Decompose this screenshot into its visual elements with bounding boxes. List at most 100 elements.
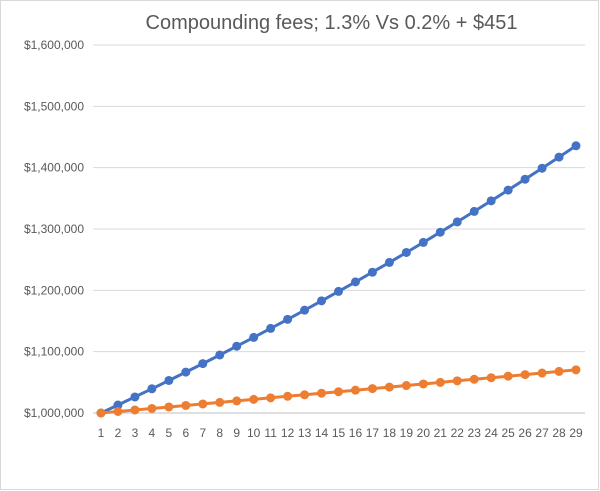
data-point <box>418 379 428 389</box>
y-tick-label: $1,300,000 <box>24 222 84 236</box>
x-tick-label: 21 <box>434 426 448 440</box>
x-tick-label: 10 <box>247 426 261 440</box>
data-point <box>130 405 140 415</box>
data-point <box>198 399 208 409</box>
data-point <box>317 388 327 398</box>
data-point <box>334 387 343 397</box>
data-point <box>367 267 377 277</box>
y-tick-label: $1,200,000 <box>24 283 84 297</box>
x-tick-label: 20 <box>417 426 431 440</box>
data-point <box>96 408 106 418</box>
chart-title: Compounding fees; 1.3% Vs 0.2% + $451 <box>145 12 518 34</box>
data-point <box>384 257 394 267</box>
x-tick-label: 27 <box>535 426 549 440</box>
data-point <box>147 403 157 413</box>
data-point <box>520 370 530 380</box>
data-point <box>367 384 377 394</box>
y-axis-tick-labels: $1,000,000 $1,100,000 $1,200,000 $1,300,000… <box>24 38 84 420</box>
data-point <box>503 371 513 381</box>
x-tick-label: 8 <box>216 426 223 440</box>
data-point <box>164 402 174 412</box>
data-point <box>350 385 360 395</box>
data-point <box>435 377 445 387</box>
data-point <box>113 400 123 410</box>
x-tick-label: 4 <box>149 426 156 440</box>
data-point <box>232 396 242 406</box>
series-line <box>100 144 577 415</box>
data-point <box>198 359 208 369</box>
data-point <box>537 163 547 173</box>
x-tick-label: 12 <box>281 426 295 440</box>
x-tick-label: 6 <box>182 426 189 440</box>
x-tick-label: 13 <box>298 426 312 440</box>
data-point <box>215 397 225 407</box>
data-point <box>537 368 547 378</box>
x-tick-label: 23 <box>468 426 482 440</box>
x-tick-label: 15 <box>332 426 346 440</box>
x-tick-label: 5 <box>166 426 173 440</box>
data-point <box>418 237 428 247</box>
x-tick-label: 17 <box>366 426 380 440</box>
y-tick-label: $1,000,000 <box>24 406 84 420</box>
data-point <box>130 392 140 402</box>
data-point <box>113 406 123 416</box>
x-tick-label: 11 <box>264 426 277 440</box>
x-tick-label: 14 <box>315 426 329 440</box>
data-point <box>147 384 157 394</box>
data-point <box>181 367 191 377</box>
x-tick-label: 24 <box>484 426 498 440</box>
data-point <box>452 217 462 227</box>
x-tick-label: 3 <box>132 426 139 440</box>
data-point <box>486 373 496 383</box>
data-point <box>401 381 411 391</box>
x-tick-label: 25 <box>501 426 515 440</box>
data-point <box>334 286 343 296</box>
data-point <box>300 305 310 315</box>
series-1 <box>96 141 581 418</box>
data-point <box>249 332 259 342</box>
x-tick-label: 19 <box>400 426 414 440</box>
data-point <box>249 394 259 404</box>
data-point <box>452 376 462 386</box>
x-tick-label: 2 <box>115 426 122 440</box>
data-point <box>486 196 496 206</box>
data-point <box>317 296 327 306</box>
x-tick-label: 29 <box>569 426 583 440</box>
y-tick-label: $1,400,000 <box>24 161 84 175</box>
data-point <box>554 152 564 162</box>
data-point <box>181 400 191 410</box>
x-tick-label: 26 <box>518 426 532 440</box>
data-point <box>283 314 293 324</box>
data-point <box>435 227 445 237</box>
y-tick-label: $1,600,000 <box>24 38 84 52</box>
x-tick-label: 18 <box>383 426 397 440</box>
x-axis-tick-labels: 1 2 3 4 5 6 7 8 9 10 11 12 13 14 15 16 17 18 19 20 21 22 23 24 2… <box>98 426 583 440</box>
data-point <box>401 247 411 257</box>
data-point <box>300 390 310 400</box>
data-point <box>554 366 564 376</box>
x-tick-label: 7 <box>199 426 206 440</box>
data-point <box>571 365 581 375</box>
x-tick-label: 16 <box>349 426 363 440</box>
data-point <box>384 382 394 392</box>
data-point <box>215 350 225 360</box>
data-point <box>283 391 293 401</box>
data-point <box>571 141 581 151</box>
x-tick-label: 22 <box>451 426 465 440</box>
data-point <box>503 185 513 195</box>
x-tick-label: 1 <box>98 426 105 440</box>
data-point <box>520 174 530 184</box>
x-tick-label: 28 <box>552 426 566 440</box>
series-2 <box>96 365 581 418</box>
y-tick-label: $1,500,000 <box>24 99 84 113</box>
y-tick-label: $1,100,000 <box>24 345 84 359</box>
data-point <box>469 206 479 216</box>
data-point <box>350 277 360 287</box>
x-tick-label: 9 <box>233 426 240 440</box>
gridlines <box>93 44 585 353</box>
data-point <box>232 341 242 351</box>
data-point <box>266 393 276 403</box>
data-point <box>164 375 174 385</box>
series-layer <box>96 141 581 418</box>
